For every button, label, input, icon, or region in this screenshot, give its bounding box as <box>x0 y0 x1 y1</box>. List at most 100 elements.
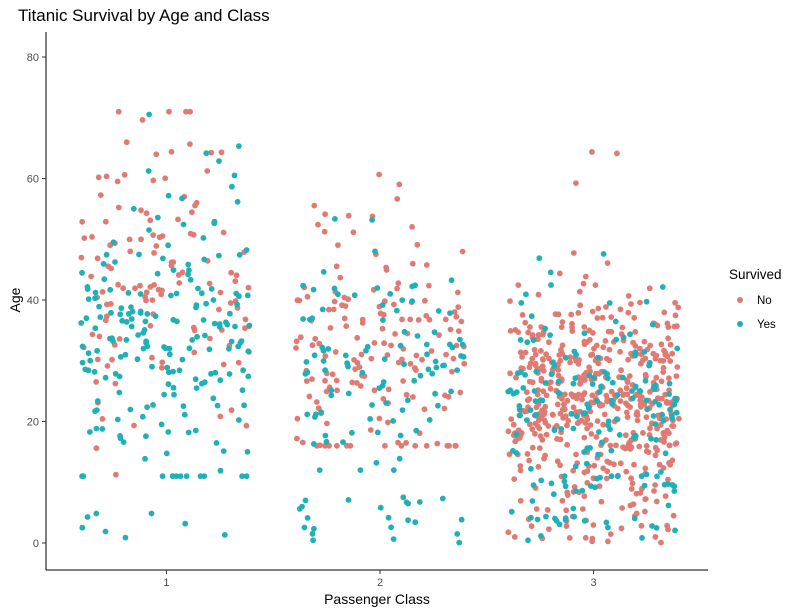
data-point-yes <box>101 276 108 283</box>
data-point-no <box>511 534 518 540</box>
data-point-no <box>93 379 99 385</box>
data-point-yes <box>654 473 660 480</box>
data-point-yes <box>632 383 639 390</box>
data-point-no <box>554 401 561 408</box>
data-point-yes <box>235 343 242 350</box>
data-point-yes <box>608 473 615 480</box>
data-point-no <box>664 320 671 327</box>
data-point-no <box>442 392 448 399</box>
data-point-yes <box>142 318 149 325</box>
data-point-no <box>383 264 389 271</box>
data-point-yes <box>100 261 107 267</box>
data-point-no <box>654 425 660 432</box>
data-point-no <box>670 512 677 519</box>
data-point-yes <box>85 350 92 357</box>
data-point-no <box>676 415 682 422</box>
data-point-no <box>559 406 566 413</box>
data-point-no <box>594 315 601 321</box>
data-point-no <box>631 314 638 321</box>
data-point-no <box>555 311 562 318</box>
data-point-yes <box>239 473 246 480</box>
data-point-no <box>150 177 157 184</box>
data-point-yes <box>596 429 602 435</box>
data-point-no <box>451 309 458 315</box>
x-tick-label: 3 <box>590 577 596 589</box>
data-point-yes <box>142 455 148 462</box>
data-point-yes <box>454 531 461 537</box>
data-point-yes <box>148 510 155 517</box>
data-point-yes <box>574 413 580 420</box>
data-point-no <box>395 280 402 287</box>
data-point-no <box>436 332 442 338</box>
data-point-no <box>334 387 340 394</box>
data-point-no <box>660 369 667 375</box>
data-point-yes <box>173 473 180 480</box>
data-point-yes <box>542 325 548 332</box>
data-point-yes <box>331 285 338 292</box>
data-point-yes <box>214 402 221 409</box>
data-point-yes <box>558 426 565 432</box>
data-point-yes <box>92 408 98 415</box>
data-point-no <box>345 212 352 219</box>
data-point-yes <box>244 448 251 455</box>
data-point-yes <box>154 214 161 221</box>
data-point-yes <box>122 351 129 358</box>
data-point-no <box>143 289 150 296</box>
data-point-yes <box>570 380 577 387</box>
data-point-no <box>108 265 114 272</box>
data-point-no <box>79 218 86 225</box>
data-point-yes <box>170 368 177 375</box>
data-point-yes <box>561 473 568 480</box>
y-tick-label: 40 <box>27 295 39 307</box>
data-point-no <box>575 310 582 316</box>
data-point-no <box>575 360 582 367</box>
data-point-no <box>539 331 546 338</box>
data-point-no <box>526 457 532 464</box>
data-point-yes <box>424 351 430 358</box>
data-point-no <box>371 387 378 394</box>
data-point-no <box>88 273 94 280</box>
data-point-no <box>667 341 674 348</box>
data-point-no <box>590 522 597 528</box>
data-point-no <box>625 356 631 363</box>
data-point-yes <box>454 367 460 373</box>
data-point-yes <box>429 370 436 377</box>
data-point-yes <box>165 369 172 376</box>
data-point-yes <box>322 367 328 374</box>
data-point-no <box>653 498 660 505</box>
data-point-yes <box>99 426 106 432</box>
data-point-no <box>423 312 430 319</box>
data-point-no <box>646 285 653 292</box>
data-point-yes <box>550 491 557 498</box>
data-point-no <box>522 319 529 326</box>
data-point-yes <box>517 412 523 419</box>
data-point-no <box>606 346 613 353</box>
data-point-yes <box>372 248 378 255</box>
data-point-yes <box>128 323 135 330</box>
data-point-yes <box>299 503 305 510</box>
data-point-no <box>191 349 198 356</box>
data-point-no <box>403 391 410 398</box>
data-point-yes <box>91 368 98 375</box>
data-point-no <box>559 342 566 349</box>
data-point-yes <box>203 150 210 157</box>
data-point-yes <box>217 377 224 384</box>
data-point-no <box>607 531 614 537</box>
data-point-no <box>529 379 536 386</box>
data-point-yes <box>598 383 604 390</box>
data-point-yes <box>584 445 591 452</box>
data-point-no <box>243 422 250 429</box>
data-point-yes <box>405 517 411 524</box>
data-point-no <box>455 328 462 334</box>
data-point-yes <box>332 216 338 222</box>
data-point-no <box>394 285 400 292</box>
data-point-yes <box>123 319 130 325</box>
data-point-yes <box>666 391 672 397</box>
data-point-yes <box>246 322 253 329</box>
data-point-yes <box>245 348 252 355</box>
data-point-yes <box>669 415 675 422</box>
data-point-no <box>571 392 578 399</box>
data-point-no <box>579 506 586 512</box>
data-point-yes <box>200 235 207 241</box>
data-point-yes <box>185 261 192 268</box>
